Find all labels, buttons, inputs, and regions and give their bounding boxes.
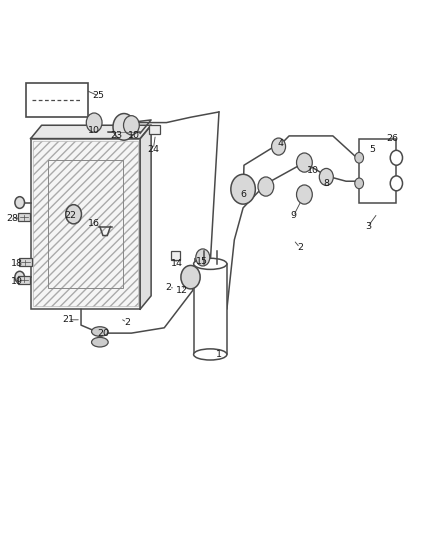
Circle shape <box>297 153 312 172</box>
Text: 9: 9 <box>290 212 297 220</box>
Ellipse shape <box>194 349 227 360</box>
Circle shape <box>66 205 81 224</box>
Text: 15: 15 <box>195 257 208 265</box>
Text: 2: 2 <box>124 318 130 327</box>
Text: 22: 22 <box>64 212 76 220</box>
Text: 23: 23 <box>110 132 122 140</box>
Circle shape <box>113 114 135 140</box>
Text: 2: 2 <box>297 244 303 252</box>
Circle shape <box>231 174 255 204</box>
Text: 21: 21 <box>62 316 74 324</box>
Bar <box>31 139 140 309</box>
Circle shape <box>319 168 333 185</box>
Ellipse shape <box>92 337 108 347</box>
Bar <box>171 251 180 260</box>
Text: 24: 24 <box>147 145 159 154</box>
Circle shape <box>355 152 364 163</box>
Text: 5: 5 <box>369 145 375 154</box>
Ellipse shape <box>194 259 227 269</box>
Bar <box>26 83 88 117</box>
Polygon shape <box>140 125 151 309</box>
Circle shape <box>355 178 364 189</box>
Circle shape <box>15 197 25 208</box>
Text: 18: 18 <box>11 260 23 268</box>
Bar <box>18 276 30 284</box>
Bar <box>194 264 227 354</box>
Circle shape <box>196 249 210 266</box>
Text: 26: 26 <box>386 134 398 143</box>
Text: 8: 8 <box>323 180 329 188</box>
Text: 4: 4 <box>277 140 283 148</box>
Text: 10: 10 <box>127 132 140 140</box>
Circle shape <box>86 113 102 132</box>
Text: 19: 19 <box>11 277 23 286</box>
Ellipse shape <box>92 327 108 336</box>
Circle shape <box>272 138 286 155</box>
Text: 20: 20 <box>97 329 109 337</box>
Bar <box>33 141 138 306</box>
Text: 6: 6 <box>240 190 246 199</box>
Bar <box>359 139 396 203</box>
Text: 10: 10 <box>307 166 319 175</box>
Circle shape <box>258 177 274 196</box>
Bar <box>149 125 160 134</box>
Text: 10: 10 <box>88 126 100 135</box>
Circle shape <box>15 271 25 283</box>
Text: 28: 28 <box>6 214 18 223</box>
Bar <box>19 258 32 266</box>
Text: 12: 12 <box>176 286 188 295</box>
Circle shape <box>124 116 139 135</box>
Text: 14: 14 <box>171 260 184 268</box>
Bar <box>18 213 30 222</box>
Circle shape <box>297 185 312 204</box>
Circle shape <box>390 176 403 191</box>
Text: 1: 1 <box>216 350 222 359</box>
Circle shape <box>181 265 200 289</box>
Text: 3: 3 <box>365 222 371 231</box>
Text: 25: 25 <box>92 92 105 100</box>
Text: 16: 16 <box>88 220 100 228</box>
Text: 2: 2 <box>166 284 172 292</box>
Bar <box>48 160 123 288</box>
Circle shape <box>390 150 403 165</box>
Polygon shape <box>31 125 151 139</box>
